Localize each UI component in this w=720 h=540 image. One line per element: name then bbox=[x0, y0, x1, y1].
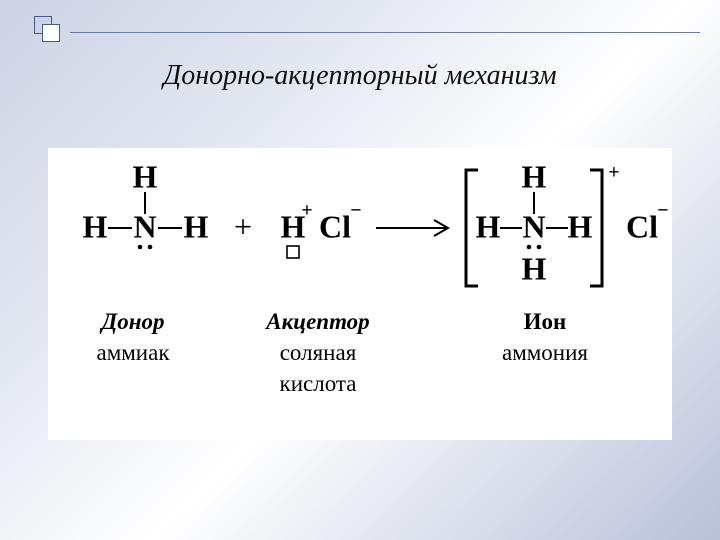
label-sub: соляная bbox=[280, 340, 357, 365]
atom-h: H bbox=[184, 208, 209, 244]
chemical-formula: H H N H + H + Cl − bbox=[48, 148, 672, 308]
label-heading: Донор bbox=[102, 309, 165, 334]
label-sub: аммония bbox=[502, 340, 588, 365]
charge-sup: + bbox=[301, 200, 312, 222]
lone-pair-icon bbox=[138, 245, 143, 250]
label-sub: кислота bbox=[280, 371, 357, 396]
lone-pair-icon bbox=[527, 245, 532, 250]
empty-orbital-icon bbox=[287, 246, 299, 258]
formula-panel: H H N H + H + Cl − bbox=[48, 148, 672, 440]
acceptor-label: Акцептор соляная кислота bbox=[218, 306, 418, 399]
atom-n: N bbox=[522, 208, 545, 244]
accent-line bbox=[70, 32, 700, 33]
lone-pair-icon bbox=[148, 245, 153, 250]
label-sub: аммиак bbox=[96, 340, 169, 365]
label-heading: Ион bbox=[524, 309, 567, 334]
charge-sup: + bbox=[608, 162, 619, 184]
slide-title: Донорно-акцепторный механизм bbox=[0, 60, 720, 92]
atom-n: N bbox=[133, 208, 156, 244]
atom-h: H bbox=[522, 158, 547, 194]
atom-cl: Cl bbox=[319, 208, 351, 244]
label-heading: Акцептор bbox=[266, 309, 369, 334]
atom-h: H bbox=[568, 208, 593, 244]
donor-label: Донор аммиак bbox=[48, 306, 218, 399]
accent-square-icon bbox=[42, 24, 60, 42]
lone-pair-icon bbox=[537, 245, 542, 250]
atom-h: H bbox=[476, 208, 501, 244]
charge-sup: − bbox=[350, 200, 361, 222]
atom-h: H bbox=[83, 208, 108, 244]
labels-row: Донор аммиак Акцептор соляная кислота Ио… bbox=[48, 306, 672, 399]
atom-h: H bbox=[522, 250, 547, 286]
charge-sup: − bbox=[657, 200, 668, 222]
product-label: Ион аммония bbox=[418, 306, 672, 399]
atom-h: H bbox=[133, 158, 158, 194]
accent-squares bbox=[34, 16, 64, 46]
atom-cl: Cl bbox=[626, 208, 658, 244]
slide: Донорно-акцепторный механизм H H N H + H… bbox=[0, 0, 720, 540]
plus-sign: + bbox=[234, 208, 252, 244]
